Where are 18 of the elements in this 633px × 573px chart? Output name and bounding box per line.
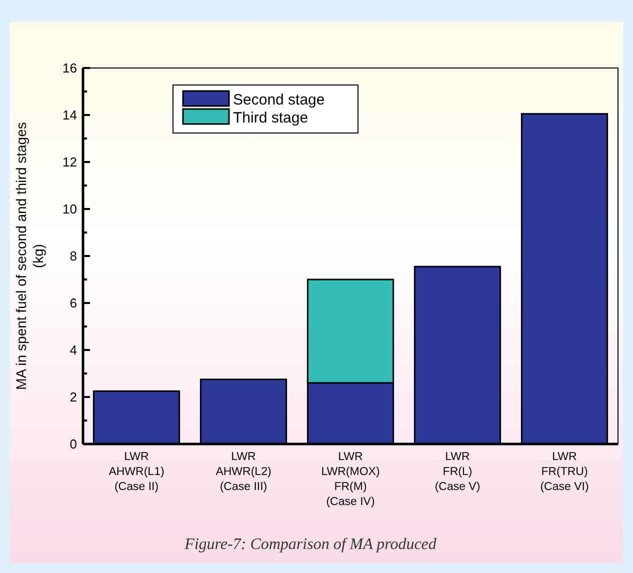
y-tick-label: 4 bbox=[70, 342, 77, 358]
x-tick-label: LWR AHWR(L1) (Case II) bbox=[108, 451, 164, 493]
x-tick-label: LWR FR(TRU) (Case VI) bbox=[540, 451, 589, 493]
y-tick-label: 16 bbox=[62, 60, 77, 76]
x-tick-label: LWR FR(L) (Case V) bbox=[434, 451, 480, 493]
y-tick-label: 8 bbox=[70, 248, 77, 264]
y-tick-label: 6 bbox=[70, 296, 77, 311]
y-axis-title: MA in spent fuel of second and third stages (kg) bbox=[13, 122, 46, 390]
legend-label: Second stage bbox=[233, 91, 325, 108]
text: Figure-7: Comparison of MA produced bbox=[184, 536, 438, 553]
y-tick-label: 12 bbox=[62, 154, 77, 170]
y-tick-label: 2 bbox=[70, 390, 77, 405]
y-tick-label: 0 bbox=[70, 436, 77, 452]
x-tick-label: LWR LWR(MOX) FR(M) (Case IV) bbox=[321, 451, 380, 508]
legend-label: Third stage bbox=[233, 109, 308, 126]
y-tick-label: 14 bbox=[62, 108, 77, 123]
y-tick-label: 10 bbox=[62, 202, 77, 217]
x-tick-label: LWR AHWR(L2) (Case III) bbox=[216, 451, 272, 493]
